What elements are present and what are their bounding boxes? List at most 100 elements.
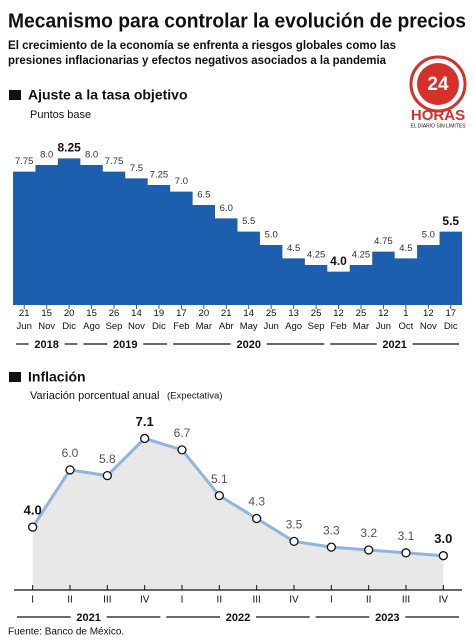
x-tick-label: IV: [439, 595, 449, 606]
logo-number: 24: [427, 74, 449, 95]
x-tick-label: III: [252, 595, 260, 606]
value-label: 6.7: [174, 426, 191, 440]
x-tick-label: IV: [289, 595, 299, 606]
step-area: [13, 158, 462, 305]
subtitle: El crecimiento de la economía se enfrent…: [8, 40, 396, 52]
value-label: 4.3: [248, 495, 265, 509]
x-tick-label: 12 Nov: [420, 308, 437, 332]
point: [326, 542, 336, 552]
x-tick-label: II: [67, 595, 73, 606]
value-label: 7.25: [150, 170, 169, 181]
value-label: 8.0: [40, 150, 53, 161]
x-tick-label: II: [366, 595, 372, 606]
source: Fuente: Banco de México.: [8, 627, 124, 638]
x-tick-label: 14 Nov: [128, 308, 145, 332]
point: [438, 551, 448, 561]
value-label: 4.0: [24, 503, 42, 518]
point: [102, 470, 112, 481]
value-label: 7.75: [15, 156, 34, 167]
value-label: 6.5: [197, 190, 210, 201]
x-tick-label: I: [181, 595, 184, 606]
x-tick-label: 25 Sep: [308, 308, 325, 332]
value-label: 4.0: [330, 254, 347, 268]
value-label: 4.5: [287, 243, 300, 254]
x-tick-label: 1 Oct: [398, 308, 413, 332]
point: [65, 465, 75, 475]
year-label: 2020: [236, 339, 260, 351]
x-tick-label: 25 Mar: [353, 308, 369, 332]
x-tick-label: 20 Dic: [62, 308, 76, 332]
point: [28, 522, 38, 532]
x-tick-label: 19 Dic: [152, 308, 166, 332]
chart-subtitle: Puntos base: [30, 109, 91, 121]
x-tick-label: III: [402, 595, 410, 606]
point: [401, 548, 411, 558]
line: [31, 436, 444, 558]
value-label: 3.1: [398, 529, 415, 543]
x-tick-label: 14 May: [240, 308, 258, 332]
logo: 24 HORAS EL DIARIO SIN LÍMITES: [409, 55, 467, 129]
point: [177, 445, 187, 455]
x-tick-label: 12 Feb: [330, 308, 346, 332]
value-label: 4.25: [307, 250, 326, 261]
value-label: 7.5: [130, 163, 143, 174]
year-label: 2021: [76, 612, 100, 624]
value-label: 3.5: [286, 518, 303, 532]
area: [32, 438, 444, 590]
logo-circle: [417, 63, 459, 105]
logo-name: HORAS: [411, 107, 465, 124]
value-label: 3.3: [323, 523, 340, 537]
value-label: 5.1: [211, 472, 228, 486]
value-label: 4.25: [352, 250, 371, 261]
x-tick-label: II: [217, 595, 223, 606]
point: [364, 545, 374, 555]
chart-note: (Expectativa): [167, 391, 222, 402]
x-tick-label: 26 Sep: [106, 308, 123, 332]
point: [289, 536, 299, 547]
year-label: 2023: [375, 612, 399, 624]
value-label: 7.75: [105, 156, 124, 167]
year-label: 2018: [34, 339, 58, 351]
year-label: 2021: [382, 339, 406, 351]
value-label: 7.0: [175, 176, 188, 187]
x-tick-label: 13 Ago: [285, 308, 302, 332]
year-label: 2019: [113, 339, 137, 351]
subtitle: presiones inflacionarias y efectos negat…: [8, 55, 387, 67]
title: Mecanismo para controlar la evolución de…: [8, 10, 466, 32]
value-label: 8.0: [85, 150, 98, 161]
x-tick-label: 20 Mar: [196, 308, 212, 332]
value-label: 6.0: [220, 203, 233, 214]
value-label: 5.0: [265, 230, 278, 241]
x-tick-label: 15 Nov: [38, 308, 55, 332]
value-label: 4.75: [374, 236, 393, 247]
x-tick-label: 17 Dic: [444, 308, 458, 332]
value-label: 6.0: [62, 446, 79, 460]
chart-title: Ajuste a la tasa objetivo: [28, 87, 188, 103]
section-bullet: [9, 372, 21, 382]
chart-subtitle: Variación porcentual anual: [30, 390, 159, 402]
point: [252, 513, 262, 524]
section-bullet: [9, 90, 21, 100]
value-label: 5.5: [442, 214, 459, 228]
point: [214, 490, 224, 501]
x-tick-label: 17 Feb: [173, 308, 189, 332]
value-label: 3.2: [360, 526, 377, 540]
x-tick-label: III: [103, 595, 111, 606]
value-label: 3.0: [434, 531, 452, 546]
logo-tagline: EL DIARIO SIN LÍMITES: [410, 122, 466, 129]
x-tick-label: I: [31, 595, 34, 606]
value-label: 7.1: [136, 414, 154, 429]
x-tick-label: 12 Jun: [376, 308, 391, 332]
year-label: 2022: [226, 612, 250, 624]
chart-title: Inflación: [28, 369, 86, 385]
x-tick-label: 21 Abr: [219, 308, 234, 332]
value-label: 4.5: [399, 243, 412, 254]
x-tick-label: 25 Jun: [264, 308, 279, 332]
value-label: 5.0: [422, 230, 435, 241]
x-tick-label: IV: [140, 595, 150, 606]
x-tick-label: I: [330, 595, 333, 606]
x-tick-label: 15 Ago: [83, 308, 100, 332]
value-label: 8.25: [57, 141, 81, 155]
point: [140, 433, 150, 444]
